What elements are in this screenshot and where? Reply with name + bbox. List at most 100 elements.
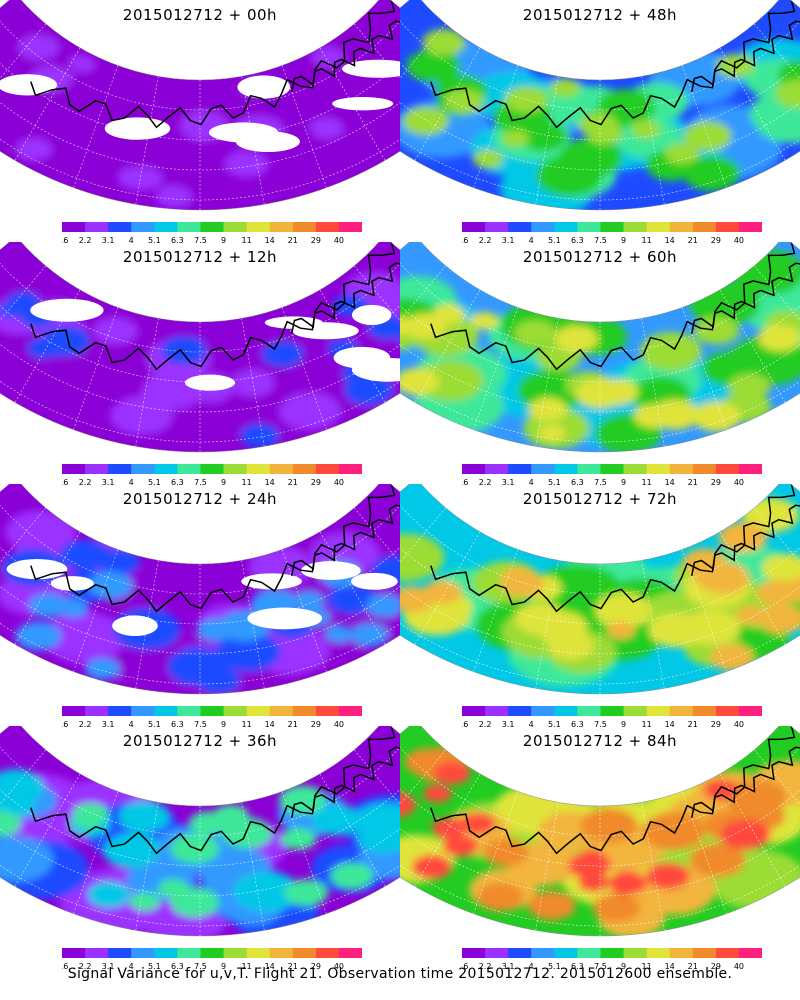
contour-blob — [330, 862, 374, 890]
meridian-line — [319, 47, 386, 161]
colorbar-tick-label: 21 — [288, 962, 298, 971]
contour-blob — [720, 819, 771, 850]
contour-blob — [423, 580, 462, 605]
parallel-line — [0, 758, 400, 867]
colorbar-swatch — [623, 222, 648, 232]
contour-blob — [213, 804, 250, 827]
meridian-line — [354, 23, 400, 124]
colorbar-tick-label: 1.6 — [62, 236, 68, 245]
panel-title: 2015012712 + 36h — [122, 732, 278, 750]
contour-blob — [233, 871, 299, 913]
colorbar-swatch — [577, 706, 601, 716]
colorbar-tick-label: 6.3 — [171, 720, 184, 729]
contour-blob — [483, 838, 529, 867]
colorbar-tick-label: 21 — [288, 236, 298, 245]
colorbar-tick-label: 4 — [529, 236, 534, 245]
parallel-line — [400, 255, 800, 353]
colorbar-tick-label: 4 — [129, 236, 134, 245]
contour-blob — [472, 149, 504, 169]
colorbar-swatch — [269, 464, 294, 474]
colorbar-swatch — [646, 706, 671, 716]
contour-blob — [5, 510, 77, 554]
coastline — [430, 0, 796, 129]
parallel-line — [400, 274, 800, 383]
missing-data-patch — [332, 96, 394, 111]
contour-blob — [84, 658, 120, 680]
contour-blob — [417, 360, 484, 401]
colorbar-tick-label: 5.1 — [548, 962, 561, 971]
colorbar-tick-label: 1.6 — [62, 962, 68, 971]
colorbar-tick-label: 7.5 — [194, 236, 207, 245]
colorbar-swatch — [315, 706, 340, 716]
colorbar-tick-label: 2.2 — [79, 720, 92, 729]
colorbar-tick-label: 11 — [642, 236, 652, 245]
colorbar-tick-label: 1.6 — [62, 720, 68, 729]
meridian-line — [535, 560, 559, 689]
colorbar-tick-label: 9 — [621, 720, 626, 729]
contour-blob — [196, 667, 241, 694]
contour-blob — [597, 89, 656, 125]
meridian-line — [414, 531, 481, 645]
colorbar-swatch — [108, 706, 132, 716]
contour-blob — [0, 811, 22, 837]
colorbar-swatch — [738, 464, 762, 474]
colorbar-swatch — [462, 706, 486, 716]
contour-blob — [239, 423, 280, 449]
contour-blob — [735, 605, 767, 625]
map-panel-12h: 2015012712 + 12h 1.62.23.145.16.37.59111… — [0, 242, 400, 487]
colorbar-legend: 1.6 2.2 3.1 4 5.1 6.3 7.5 9 11 14 21 29 40 — [462, 706, 762, 729]
contour-blob — [353, 802, 400, 843]
contour-blob — [361, 103, 400, 137]
colorbar-swatch — [62, 222, 86, 232]
missing-data-patch — [342, 59, 400, 78]
colorbar-tick-label: 29 — [311, 962, 321, 971]
colorbar-tick-label: 40 — [734, 720, 744, 729]
colorbar-tick-label: 3.1 — [502, 962, 515, 971]
colorbar-swatch — [200, 948, 225, 958]
colorbar-swatch — [692, 464, 717, 474]
meridian-line — [281, 549, 327, 672]
missing-data-patch — [0, 74, 58, 96]
colorbar-swatch — [292, 222, 317, 232]
colorbar-swatch — [108, 222, 132, 232]
missing-data-patch — [112, 615, 158, 637]
contour-blob — [749, 91, 800, 137]
meridian-line — [281, 65, 327, 188]
colorbar-swatch — [154, 222, 178, 232]
map-border — [400, 242, 800, 453]
colorbar-swatch — [531, 948, 555, 958]
contour-blob — [344, 375, 394, 406]
contour-blob — [279, 392, 341, 431]
meridian-line — [14, 47, 81, 161]
colorbar-swatch — [715, 706, 740, 716]
contour-blob — [500, 569, 545, 597]
map-border — [400, 484, 800, 695]
panel-title: 2015012712 + 72h — [522, 490, 678, 508]
contour-blob — [411, 854, 452, 880]
colorbar-tick-label: 14 — [265, 962, 275, 971]
contour-field — [400, 242, 800, 452]
contour-blob — [82, 86, 127, 114]
colorbar-tick-label: 2.2 — [79, 962, 92, 971]
colorbar-swatch — [315, 948, 340, 958]
colorbar-tick-label: 1.6 — [462, 236, 468, 245]
colorbar-tick-label: 40 — [334, 478, 344, 487]
contour-field — [0, 484, 400, 694]
missing-data-patch — [247, 607, 323, 630]
meridian-line — [535, 802, 559, 931]
meridian-line — [754, 265, 800, 366]
parallel-line — [0, 516, 400, 625]
meridian-line — [400, 749, 446, 850]
contour-blob — [725, 779, 787, 817]
meridian-line — [681, 307, 727, 430]
colorbar-tick-label: 6.3 — [571, 236, 584, 245]
colorbar-swatch — [223, 222, 248, 232]
colorbar-swatch — [85, 464, 109, 474]
panel-title: 2015012712 + 84h — [522, 732, 678, 750]
coastline — [430, 242, 796, 371]
coastline — [290, 262, 400, 334]
colorbar-tick-label: 5.1 — [548, 236, 561, 245]
colorbar-swatch — [692, 222, 717, 232]
contour-blob — [280, 827, 317, 850]
colorbar-tick-label: 3.1 — [102, 962, 115, 971]
